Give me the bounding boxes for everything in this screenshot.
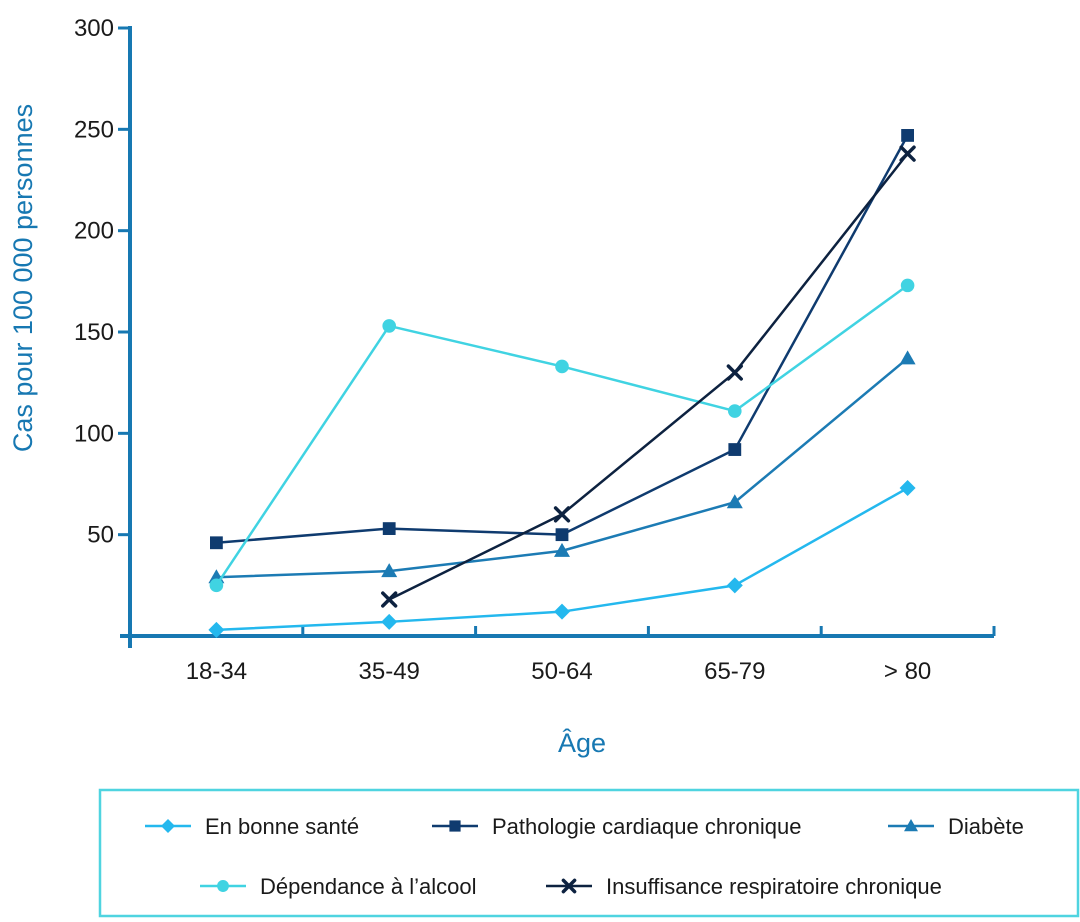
legend-marker [217, 880, 229, 892]
legend-item: Pathologie cardiaque chronique [432, 814, 801, 839]
legend-label: Dépendance à l’alcool [260, 874, 477, 899]
legend-label: Insuffisance respiratoire chronique [606, 874, 942, 899]
y-tick-label: 300 [74, 15, 114, 42]
series-line [388, 152, 909, 601]
legend-label: Diabète [948, 814, 1024, 839]
legend-item: Dépendance à l’alcool [200, 874, 477, 899]
data-point [553, 506, 571, 523]
legend-item: Diabète [888, 814, 1024, 839]
data-point [382, 319, 397, 333]
data-point [381, 613, 398, 630]
x-tick-label: 65-79 [704, 658, 765, 685]
data-point [728, 404, 742, 418]
x-tick-label: 50-64 [531, 658, 592, 685]
data-point [555, 359, 569, 374]
data-point [728, 443, 742, 456]
series-1 [210, 129, 914, 550]
y-axis-title: Cas pour 100 000 personnes [8, 104, 38, 452]
y-tick-label: 100 [74, 420, 114, 447]
series-3 [209, 278, 915, 593]
series-line [216, 134, 909, 545]
data-point [554, 542, 570, 557]
plot-area [208, 129, 916, 638]
data-point [210, 536, 223, 550]
y-tick-label: 200 [74, 218, 114, 245]
y-tick-label: 250 [74, 116, 114, 143]
data-point [726, 364, 743, 381]
data-point [726, 494, 743, 509]
x-tick-label: > 80 [884, 658, 931, 685]
legend-marker [904, 819, 918, 832]
legend-item: En bonne santé [145, 814, 359, 839]
data-point [899, 145, 916, 162]
legend-marker [561, 878, 577, 894]
data-point [900, 278, 915, 293]
legend-label: Pathologie cardiaque chronique [492, 814, 801, 839]
data-point [381, 591, 398, 608]
data-point [208, 621, 225, 638]
legend-box [98, 788, 1080, 918]
x-tick-label: 35-49 [359, 658, 420, 685]
x-tick-label: 18-34 [186, 658, 247, 685]
data-point [899, 350, 916, 365]
data-point [554, 603, 570, 620]
data-point [209, 578, 224, 593]
series-4 [381, 145, 916, 608]
data-point [381, 563, 398, 578]
series-0 [208, 480, 916, 638]
y-tick-label: 150 [74, 319, 114, 346]
data-point [899, 480, 916, 497]
series-2 [208, 350, 916, 584]
legend: En bonne santé Pathologie cardiaque chron… [98, 788, 1080, 918]
axes: 50 100 150 200 250 300 18-34 35-49 50-64 65-79 > 8… [74, 15, 996, 685]
data-point [726, 577, 743, 594]
y-tick-label: 50 [87, 522, 114, 549]
legend-label: En bonne santé [205, 814, 359, 839]
data-point [901, 129, 914, 142]
legend-item: Insuffisance respiratoire chronique [546, 874, 942, 899]
data-point [382, 522, 396, 535]
legend-marker [161, 819, 175, 833]
x-axis-title: Âge [558, 727, 606, 758]
data-point [555, 528, 569, 542]
legend-marker [449, 820, 461, 832]
